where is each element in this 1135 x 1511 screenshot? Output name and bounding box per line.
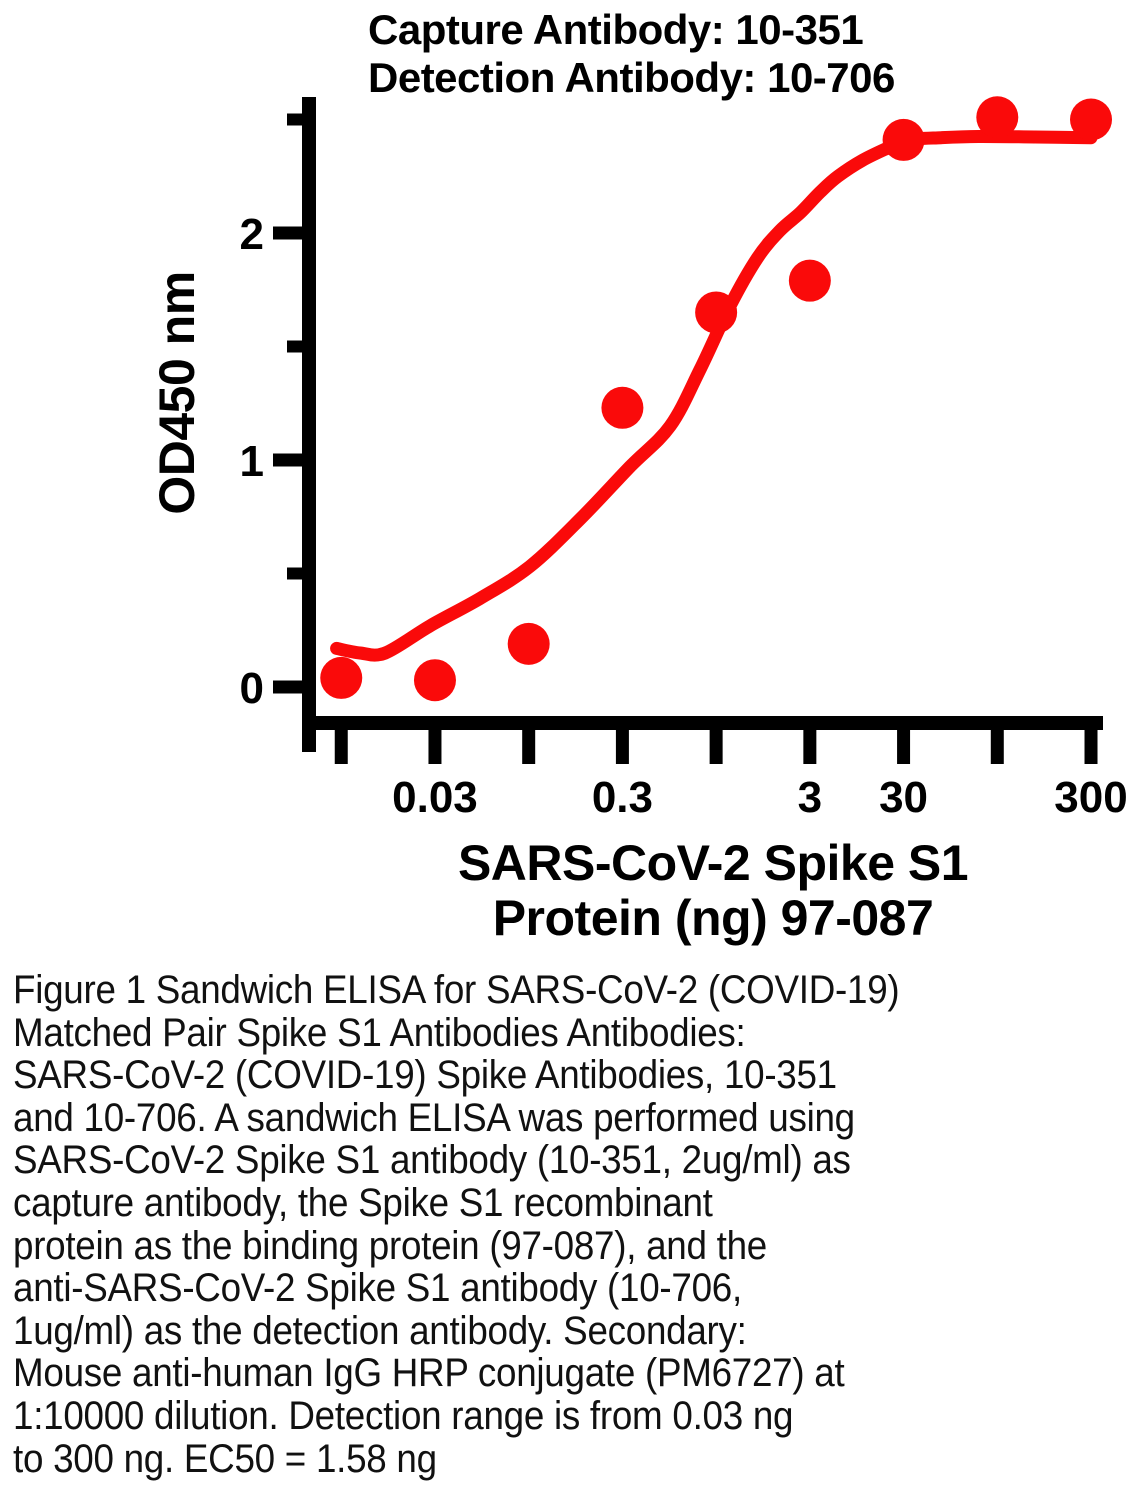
x-tick-label: 3 (798, 773, 822, 822)
caption-line: protein as the binding protein (97-087),… (13, 1223, 767, 1268)
caption-line: SARS-CoV-2 Spike S1 antibody (10-351, 2u… (13, 1138, 851, 1183)
caption-line: Figure 1 Sandwich ELISA for SARS-CoV-2 (… (13, 968, 900, 1012)
caption-line: 1ug/ml) as the detection antibody. Secon… (13, 1308, 747, 1353)
fit-curve (330, 129, 1098, 662)
y-tick-label: 2 (240, 210, 264, 259)
x-tick-label: 300 (1054, 773, 1127, 822)
x-tick-label: 30 (879, 773, 928, 822)
caption-line: Matched Pair Spike S1 Antibodies Antibod… (13, 1010, 746, 1055)
x-axis-title: SARS-CoV-2 Spike S1 Protein (ng) 97-087 (457, 835, 969, 946)
plot-area (273, 96, 1113, 764)
data-point (976, 96, 1019, 139)
data-point (882, 118, 925, 161)
x-axis-title-line1: SARS-CoV-2 Spike S1 (457, 835, 969, 891)
data-point (507, 622, 550, 665)
x-axis-title-line2: Protein (ng) 97-087 (492, 890, 934, 946)
chart-title-line2: Detection Antibody: 10-706 (368, 54, 895, 101)
data-point (320, 656, 363, 699)
data-point (413, 659, 456, 702)
caption-line: 1:10000 dilution. Detection range is fro… (13, 1393, 794, 1438)
y-tick-label: 1 (240, 437, 264, 486)
x-tick-label: 0.3 (592, 773, 653, 822)
chart-title-line1: Capture Antibody: 10-351 (368, 6, 864, 53)
chart-title: Capture Antibody: 10-351 Detection Antib… (368, 6, 895, 102)
caption-line: capture antibody, the Spike S1 recombina… (13, 1180, 713, 1225)
x-axis-tick-labels: 0.03 0.3 3 30 300 (392, 773, 1128, 822)
caption-line: and 10-706. A sandwich ELISA was perform… (13, 1095, 855, 1140)
data-point (695, 291, 738, 334)
x-tick-label: 0.03 (392, 773, 478, 822)
y-tick-label: 0 (240, 664, 264, 713)
caption-line: SARS-CoV-2 (COVID-19) Spike Antibodies, … (13, 1053, 837, 1098)
caption-line: to 300 ng. EC50 = 1.58 ng (13, 1436, 437, 1481)
data-point (601, 386, 644, 429)
caption-line: anti-SARS-CoV-2 Spike S1 antibody (10-70… (13, 1266, 742, 1311)
figure-caption: Figure 1 Sandwich ELISA for SARS-CoV-2 (… (13, 969, 1135, 1480)
elisa-dose-response-chart: 0.03 0.3 3 30 300 0 1 2 (240, 96, 1128, 822)
y-axis-tick-labels: 0 1 2 (240, 210, 264, 713)
data-point (788, 259, 831, 302)
data-point (1070, 98, 1113, 141)
caption-line: Mouse anti-human IgG HRP conjugate (PM67… (13, 1351, 845, 1396)
